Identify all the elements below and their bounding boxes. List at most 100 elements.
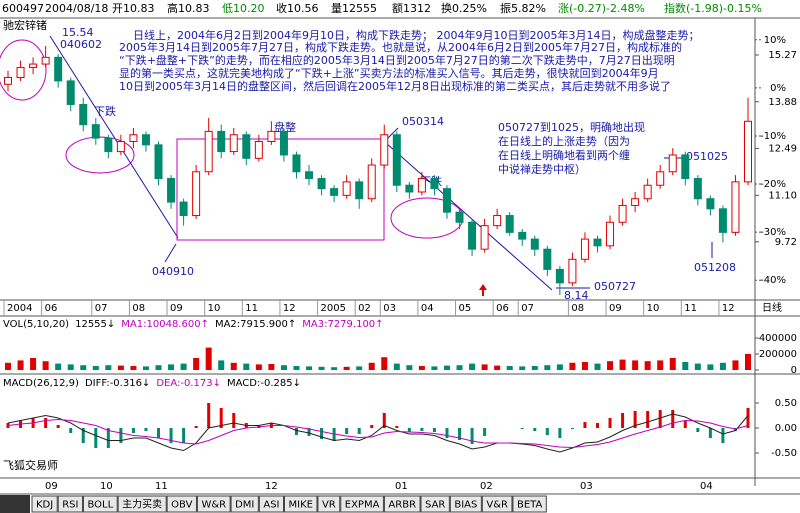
candle-body — [204, 130, 213, 173]
volume-bar — [406, 365, 413, 370]
tab-label[interactable]: DMI — [235, 500, 254, 511]
volume-bar — [469, 363, 476, 370]
volume-bar — [368, 362, 375, 370]
volume-bar — [130, 366, 137, 370]
volume-bar — [481, 364, 488, 370]
arrow — [164, 243, 177, 263]
x-tick-label: 08 — [571, 303, 584, 314]
x-tick-label: 11 — [245, 303, 258, 314]
candle-body — [505, 215, 514, 233]
tab[interactable] — [117, 495, 167, 513]
candle-body — [493, 215, 502, 227]
tab-label[interactable]: SAR — [425, 500, 445, 511]
candle-body — [305, 171, 314, 180]
tab-label[interactable]: BETA — [517, 500, 543, 511]
tab-label[interactable]: EXPMA — [345, 500, 380, 511]
tab[interactable] — [82, 495, 118, 513]
x-tick-label: 03 — [383, 303, 396, 314]
candle-body — [618, 204, 627, 223]
bottom-axis-label: 03 — [580, 481, 593, 492]
macd-label: DIFF:-0.316↓ — [85, 378, 150, 389]
tab-label[interactable]: ASI — [263, 500, 279, 511]
tab-label[interactable]: KDJ — [36, 500, 53, 511]
tab-label[interactable]: RSI — [62, 500, 78, 511]
volume-bar — [682, 362, 689, 370]
x-tick-label: 2004 — [7, 303, 32, 314]
candle-body — [279, 130, 288, 156]
tab[interactable] — [340, 495, 384, 513]
candle-body — [606, 221, 615, 247]
tab[interactable] — [230, 495, 259, 513]
volume-bar — [619, 359, 626, 370]
x-tick-label: 02 — [358, 303, 371, 314]
tab-label[interactable]: 主力买卖 — [122, 498, 162, 511]
volume-bar — [155, 365, 162, 370]
volume-bar — [569, 362, 576, 370]
candle-body — [718, 208, 727, 233]
tab[interactable] — [449, 495, 482, 513]
tab-label[interactable]: OBV — [171, 500, 192, 511]
tab[interactable] — [512, 495, 547, 513]
volume-bar — [306, 366, 313, 370]
tab[interactable] — [258, 495, 284, 513]
tab-label[interactable]: VR — [322, 500, 336, 511]
tab-label[interactable]: ARBR — [388, 500, 416, 511]
macd-label: MACD:-0.285↓ — [227, 378, 301, 389]
trend-line — [385, 142, 553, 291]
tab-scroll[interactable] — [0, 495, 30, 513]
volume-bar — [456, 365, 463, 370]
volume-bar — [30, 358, 37, 370]
candle-body — [267, 130, 276, 142]
candle-body — [455, 211, 464, 223]
tab-label[interactable]: BOLL — [87, 500, 113, 511]
tab-label[interactable]: BIAS — [454, 500, 477, 511]
y-tick-label: 12.49 — [768, 144, 797, 155]
tab[interactable] — [196, 495, 231, 513]
tab[interactable] — [166, 495, 197, 513]
y2-tick-label: -30% — [760, 227, 786, 238]
tab-label[interactable]: V&R — [486, 500, 508, 511]
volume-bar — [318, 366, 325, 370]
volume-bar — [193, 358, 200, 370]
bottom-axis-label: 10 — [100, 481, 113, 492]
volume-bar — [255, 364, 262, 370]
tab-label[interactable]: W&R — [201, 500, 226, 511]
tab[interactable] — [420, 495, 450, 513]
volume-label: MA3:7279.100↑ — [302, 319, 383, 330]
volume-bar — [331, 367, 338, 370]
volume-bar — [431, 366, 438, 370]
candle-body — [167, 178, 176, 203]
x-tick-label: 11 — [684, 303, 697, 314]
tab[interactable] — [284, 495, 318, 513]
volume-bar — [343, 366, 350, 370]
annotation: 050727 — [594, 280, 636, 293]
stock-code: 600497 — [2, 2, 44, 15]
volume-bar — [669, 358, 676, 370]
annotation: 050314 — [402, 115, 444, 128]
bottom-axis-label: 02 — [480, 481, 493, 492]
y2-tick-label: -20% — [760, 179, 786, 190]
annotation: 盘整 — [274, 120, 296, 134]
volume-bar — [719, 362, 726, 370]
tab[interactable] — [481, 495, 513, 513]
y2-tick-label: -10% — [760, 131, 786, 142]
bottom-axis-label: 04 — [700, 481, 713, 492]
volume-label: MA1:10048.600↑ — [121, 319, 209, 330]
candle-body — [580, 238, 589, 260]
tab[interactable] — [31, 495, 58, 513]
volume-bar — [117, 365, 124, 370]
annotation: 040910 — [152, 265, 194, 278]
period-label: 日线 — [762, 301, 782, 314]
tab[interactable] — [317, 495, 341, 513]
candle-body — [317, 178, 326, 190]
candle-body — [744, 120, 752, 183]
x-tick-label: 2005 — [321, 303, 346, 314]
open: 开10.83 — [112, 2, 155, 15]
annotation: 8.14 — [564, 289, 589, 302]
tab-label[interactable]: MIKE — [289, 500, 313, 511]
volume-label: VOL(5,10,20) — [3, 319, 69, 330]
volume-bar — [418, 366, 425, 370]
tab[interactable] — [57, 495, 83, 513]
volume-bar — [243, 363, 250, 370]
tab[interactable] — [383, 495, 421, 513]
